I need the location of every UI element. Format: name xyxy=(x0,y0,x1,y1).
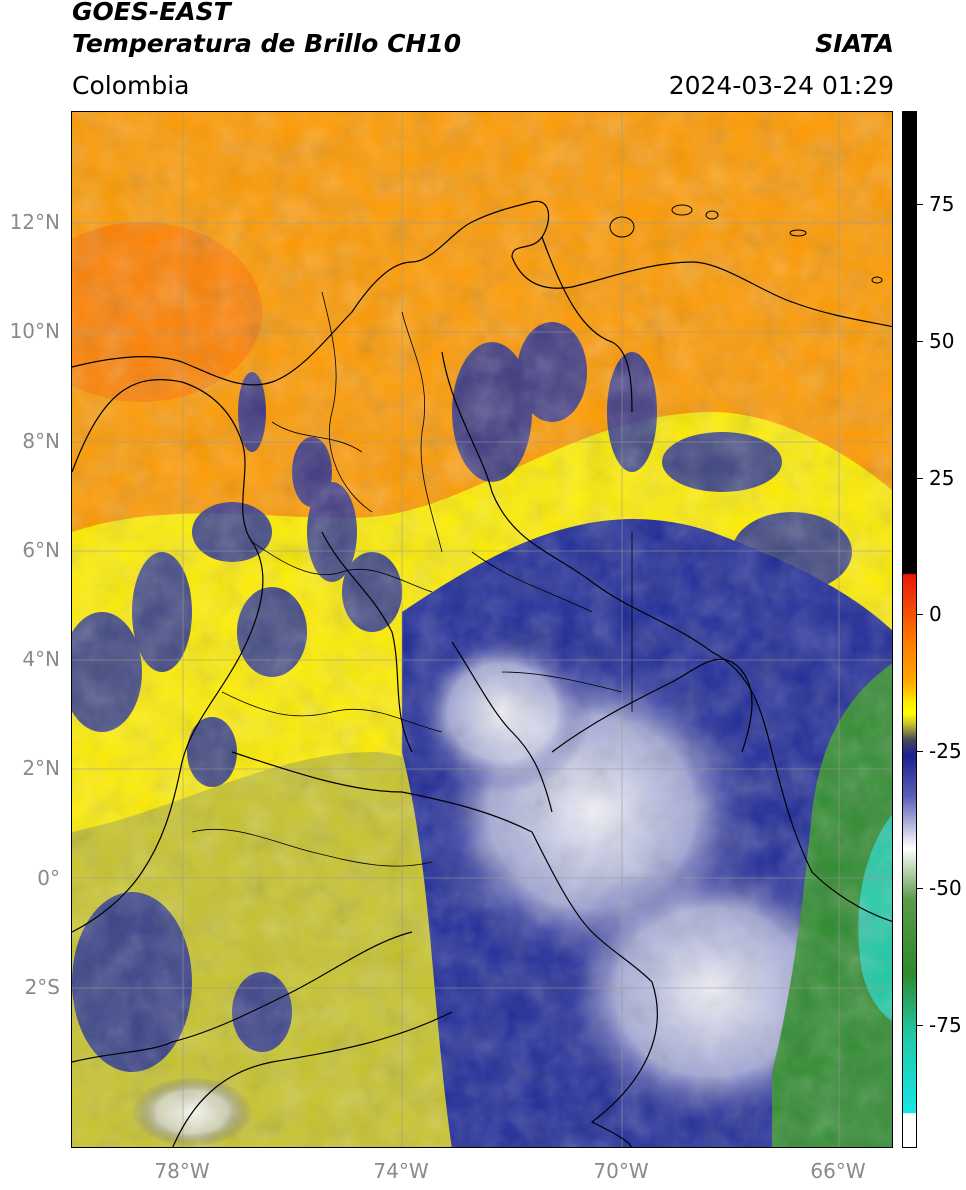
colorbar-label-minus25: -25 xyxy=(929,739,962,763)
colorbar-tick xyxy=(917,751,923,752)
lat-label-12n: 12°N xyxy=(9,210,60,234)
colorbar-label-75: 75 xyxy=(929,192,955,216)
colorbar-tick xyxy=(917,1025,923,1026)
lat-label-0: 0° xyxy=(37,866,60,890)
colorbar-label-0: 0 xyxy=(929,602,942,626)
brightness-temperature-image xyxy=(72,112,892,1147)
department-borders xyxy=(191,291,633,867)
temperature-colorbar xyxy=(902,111,917,1148)
lat-label-2n: 2°N xyxy=(22,756,60,780)
colorbar-tick xyxy=(917,888,923,889)
satellite-map xyxy=(71,111,893,1148)
lon-label-70w: 70°W xyxy=(593,1159,649,1183)
colorbar-gradient xyxy=(903,112,916,1147)
colorbar-label-25: 25 xyxy=(929,466,955,490)
lat-label-2s: 2°S xyxy=(24,975,60,999)
datetime-label: 2024-03-24 01:29 xyxy=(668,71,894,100)
texture-overlay xyxy=(72,112,892,1147)
lon-label-78w: 78°W xyxy=(154,1159,210,1183)
colorbar-label-minus50: -50 xyxy=(929,876,962,900)
colorbar-label-50: 50 xyxy=(929,329,955,353)
agency-label: SIATA xyxy=(815,29,894,58)
satellite-title: GOES-EAST xyxy=(72,0,231,26)
islands xyxy=(609,204,883,284)
colorbar-tick xyxy=(917,341,923,342)
lat-label-8n: 8°N xyxy=(22,429,60,453)
lat-label-4n: 4°N xyxy=(22,647,60,671)
graticule xyxy=(72,112,892,1147)
lat-label-10n: 10°N xyxy=(9,319,60,343)
colorbar-tick xyxy=(917,614,923,615)
lon-label-74w: 74°W xyxy=(373,1159,429,1183)
country-borders xyxy=(72,200,892,1147)
colorbar-tick xyxy=(917,478,923,479)
lat-label-6n: 6°N xyxy=(22,538,60,562)
product-title: Temperatura de Brillo CH10 xyxy=(72,29,462,58)
region-label: Colombia xyxy=(72,71,190,100)
colorbar-tick xyxy=(917,204,923,205)
lon-label-66w: 66°W xyxy=(810,1159,866,1183)
colorbar-label-minus75: -75 xyxy=(929,1013,962,1037)
